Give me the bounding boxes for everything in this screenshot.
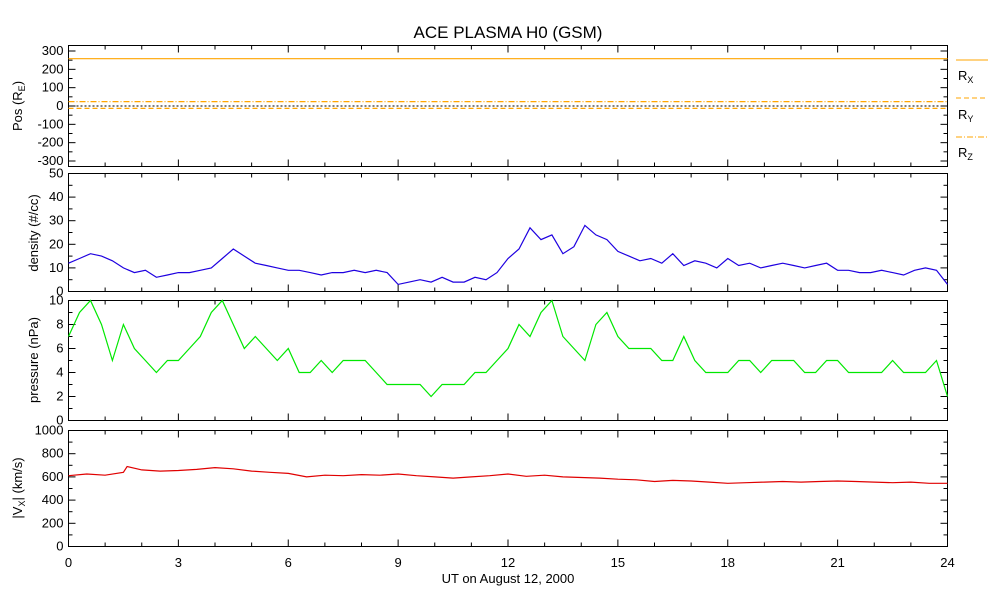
y-tick-label-position: 200 xyxy=(42,61,64,76)
pressure-y-label: pressure (nPa) xyxy=(26,317,41,403)
y-tick-label-position: 300 xyxy=(42,43,64,58)
x-tick-label: 18 xyxy=(721,555,735,570)
x-tick-label: 12 xyxy=(501,555,515,570)
position-y-label: Pos (RE) xyxy=(10,81,27,131)
velocity-panel-frame xyxy=(68,430,948,547)
series-line-density-0 xyxy=(68,224,948,286)
y-tick-label-vx: 1000 xyxy=(35,423,64,438)
velocity-y-label-close: | (km/s) xyxy=(10,457,25,500)
density-panel-frame xyxy=(68,173,948,292)
position-y-label-base: Pos (R xyxy=(10,91,25,131)
y-tick-label-vx: 400 xyxy=(42,492,64,507)
y-tick-label-vx: 0 xyxy=(56,539,63,554)
legend-rx-label: RX xyxy=(958,68,973,85)
y-tick-label-density: 50 xyxy=(49,166,63,181)
y-tick-label-density: 0 xyxy=(56,284,63,299)
y-tick-label-position: 100 xyxy=(42,80,64,95)
legend-ry-sub: Y xyxy=(967,114,973,124)
y-tick-label-vx: 200 xyxy=(42,515,64,530)
chart-title: ACE PLASMA H0 (GSM) xyxy=(414,23,603,42)
velocity-y-label-open: |V xyxy=(10,506,25,518)
density-y-label: density (#/cc) xyxy=(26,194,41,271)
legend-rx-sub: X xyxy=(967,75,973,85)
y-tick-label-position: -200 xyxy=(37,135,63,150)
y-tick-label-density: 10 xyxy=(49,260,63,275)
y-tick-label-pressure: 0 xyxy=(56,413,63,428)
series-line-pressure-0 xyxy=(67,299,949,398)
series-line-vx-0 xyxy=(68,465,948,484)
y-tick-label-position: 0 xyxy=(56,98,63,113)
position-panel-frame xyxy=(68,45,948,167)
y-tick-label-density: 30 xyxy=(49,213,63,228)
x-tick-label: 24 xyxy=(940,555,954,570)
y-tick-label-vx: 800 xyxy=(42,446,64,461)
legend-rz-base: R xyxy=(958,145,967,160)
legend-ry-label: RY xyxy=(958,107,973,124)
x-tick-label: 9 xyxy=(395,555,402,570)
legend-rx-base: R xyxy=(958,68,967,83)
pressure-panel-frame xyxy=(68,300,948,421)
y-tick-label-position: -300 xyxy=(37,153,63,168)
position-legend: RX RY RZ xyxy=(956,59,988,162)
y-tick-label-position: -100 xyxy=(37,116,63,131)
x-tick-label: 21 xyxy=(830,555,844,570)
y-tick-label-pressure: 2 xyxy=(56,389,63,404)
y-tick-label-pressure: 6 xyxy=(56,341,63,356)
position-y-label-sub: E xyxy=(17,85,27,91)
x-tick-label: 3 xyxy=(175,555,182,570)
velocity-y-label: |VX| (km/s) xyxy=(10,457,27,518)
position-y-label-end: ) xyxy=(10,81,25,85)
x-tick-label: 0 xyxy=(65,555,72,570)
y-tick-label-pressure: 8 xyxy=(56,317,63,332)
velocity-y-label-sub: X xyxy=(17,501,27,507)
y-tick-label-pressure: 4 xyxy=(56,365,63,380)
x-tick-label: 6 xyxy=(285,555,292,570)
y-tick-label-vx: 600 xyxy=(42,469,64,484)
y-tick-label-density: 40 xyxy=(49,189,63,204)
x-axis-label: UT on August 12, 2000 xyxy=(442,571,575,586)
x-tick-label: 15 xyxy=(611,555,625,570)
y-tick-label-density: 20 xyxy=(49,236,63,251)
legend-ry-base: R xyxy=(958,107,967,122)
legend-rz-sub: Z xyxy=(967,152,973,162)
legend-rz-label: RZ xyxy=(958,145,973,162)
y-tick-label-pressure: 10 xyxy=(49,293,63,308)
chart-marks: 0 3 6 9 12 15 18 21 243002001000-100-200-3005040… xyxy=(35,43,955,570)
